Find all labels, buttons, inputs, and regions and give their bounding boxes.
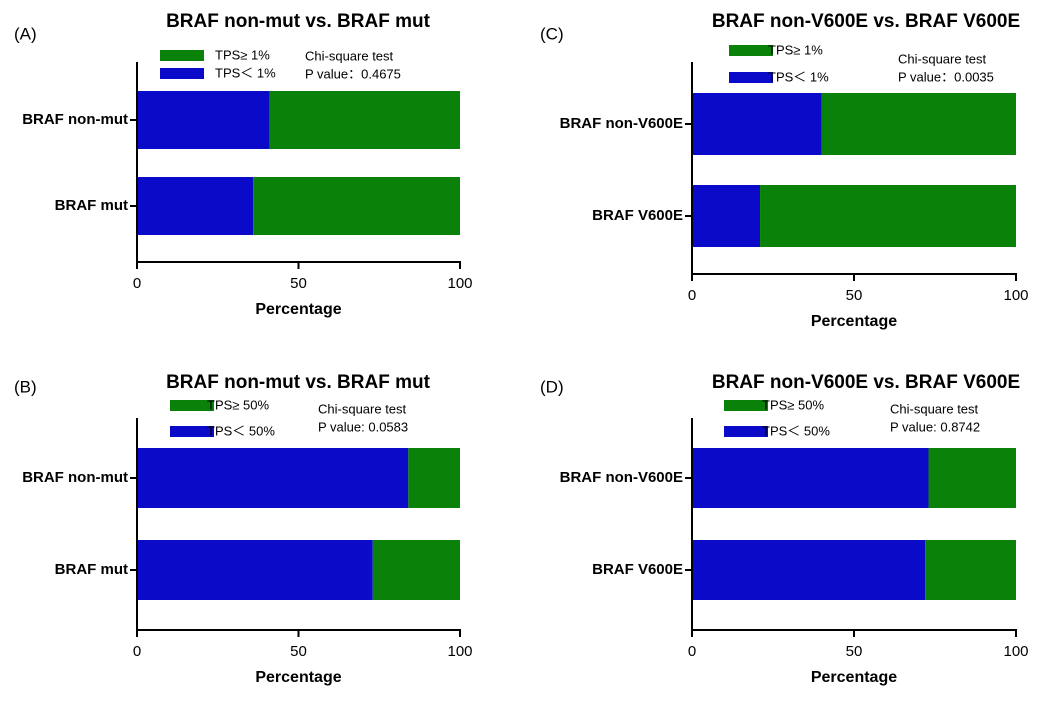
legend-label: TPS≥ 50% bbox=[762, 397, 824, 412]
category-label: BRAF non-mut bbox=[22, 469, 128, 486]
category-label: BRAF mut bbox=[55, 197, 128, 214]
legend-swatch bbox=[160, 68, 204, 79]
legend-swatch bbox=[170, 400, 214, 411]
annotation: P value: 0.8742 bbox=[890, 419, 980, 434]
legend-label: TPS＜ 1% bbox=[215, 65, 276, 80]
annotation: P value：0.4675 bbox=[305, 66, 401, 81]
annotation: Chi-square test bbox=[318, 401, 407, 416]
bar bbox=[692, 448, 929, 508]
category-label: BRAF non-V600E bbox=[560, 115, 683, 132]
panel-label: (A) bbox=[14, 24, 37, 43]
x-axis-label: Percentage bbox=[811, 313, 897, 330]
panel-label: (B) bbox=[14, 377, 37, 396]
x-tick-label: 0 bbox=[688, 287, 696, 304]
x-tick-label: 100 bbox=[447, 275, 472, 292]
chart-title: BRAF non-mut vs. BRAF mut bbox=[166, 11, 431, 32]
bar bbox=[692, 185, 761, 247]
legend-swatch bbox=[729, 45, 773, 56]
bar bbox=[760, 185, 1016, 247]
legend-label: TPS≥ 1% bbox=[768, 42, 823, 57]
bar bbox=[269, 91, 460, 149]
category-label: BRAF mut bbox=[55, 561, 128, 578]
bar bbox=[821, 93, 1016, 155]
legend-swatch bbox=[170, 426, 214, 437]
bar bbox=[372, 540, 460, 600]
panel-label: (D) bbox=[540, 377, 564, 396]
bar bbox=[137, 91, 270, 149]
annotation: Chi-square test bbox=[890, 401, 979, 416]
bar bbox=[408, 448, 460, 508]
category-label: BRAF non-V600E bbox=[560, 469, 683, 486]
legend-swatch bbox=[729, 72, 773, 83]
bar bbox=[137, 177, 254, 235]
bar bbox=[137, 540, 373, 600]
chart-title: BRAF non-mut vs. BRAF mut bbox=[166, 372, 431, 393]
category-label: BRAF non-mut bbox=[22, 111, 128, 128]
legend-label: TPS＜ 1% bbox=[768, 69, 829, 84]
legend-label: TPS＜ 50% bbox=[762, 423, 830, 438]
bar bbox=[253, 177, 460, 235]
bar bbox=[692, 540, 926, 600]
bar bbox=[137, 448, 409, 508]
chart-title: BRAF non-V600E vs. BRAF V600E bbox=[712, 11, 1020, 32]
annotation: P value: 0.0583 bbox=[318, 419, 408, 434]
x-axis-label: Percentage bbox=[255, 669, 341, 686]
legend-label: TPS＜ 50% bbox=[207, 423, 275, 438]
category-label: BRAF V600E bbox=[592, 561, 683, 578]
x-axis-label: Percentage bbox=[255, 301, 341, 318]
x-tick-label: 0 bbox=[133, 275, 141, 292]
annotation: Chi-square test bbox=[898, 51, 987, 66]
legend-label: TPS≥ 1% bbox=[215, 47, 270, 62]
x-tick-label: 50 bbox=[846, 643, 863, 660]
legend-swatch bbox=[724, 426, 768, 437]
x-tick-label: 0 bbox=[133, 643, 141, 660]
legend-swatch bbox=[724, 400, 768, 411]
bar bbox=[928, 448, 1016, 508]
legend-label: TPS≥ 50% bbox=[207, 397, 269, 412]
legend-swatch bbox=[160, 50, 204, 61]
x-tick-label: 0 bbox=[688, 643, 696, 660]
x-axis-label: Percentage bbox=[811, 669, 897, 686]
x-tick-label: 50 bbox=[846, 287, 863, 304]
bar bbox=[692, 93, 822, 155]
annotation: Chi-square test bbox=[305, 48, 394, 63]
category-label: BRAF V600E bbox=[592, 207, 683, 224]
x-tick-label: 50 bbox=[290, 275, 307, 292]
x-tick-label: 50 bbox=[290, 643, 307, 660]
x-tick-label: 100 bbox=[1003, 287, 1028, 304]
x-tick-label: 100 bbox=[447, 643, 472, 660]
x-tick-label: 100 bbox=[1003, 643, 1028, 660]
annotation: P value：0.0035 bbox=[898, 69, 994, 84]
chart-title: BRAF non-V600E vs. BRAF V600E bbox=[712, 372, 1020, 393]
bar bbox=[925, 540, 1016, 600]
panel-label: (C) bbox=[540, 24, 564, 43]
